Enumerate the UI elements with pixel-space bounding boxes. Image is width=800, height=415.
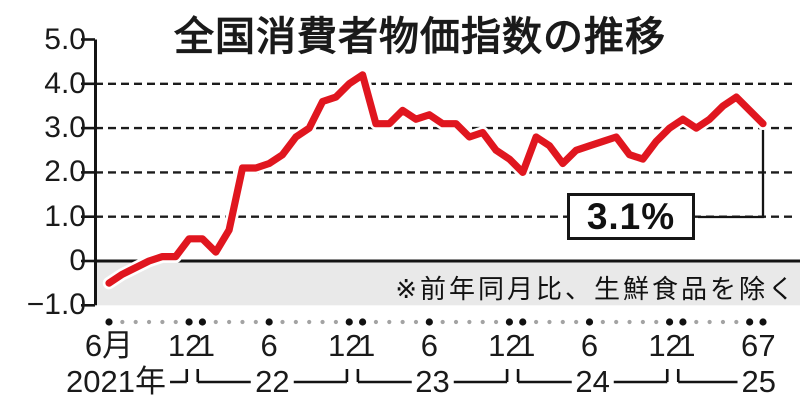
- major-month-dot: [425, 318, 433, 326]
- x-axis-year-label: 25: [737, 366, 780, 398]
- minor-month-dot: [493, 319, 499, 325]
- x-axis-month-label: 1: [518, 328, 536, 363]
- line-casing: [102, 68, 770, 290]
- y-axis-label: 5.0: [44, 22, 86, 56]
- minor-month-dot: [627, 319, 632, 325]
- major-month-dot: [265, 318, 273, 326]
- x-axis-month-label: 12: [327, 328, 363, 363]
- x-axis-month-label: 1: [357, 328, 376, 363]
- major-month-dot: [198, 318, 207, 326]
- minor-month-dot: [387, 319, 392, 325]
- major-month-dot: [519, 318, 527, 326]
- y-axis-label: 2.0: [44, 155, 86, 189]
- x-axis-month-label: 7: [758, 328, 776, 363]
- current-value-label: 3.1%: [586, 195, 676, 237]
- minor-month-dot: [133, 319, 138, 325]
- minor-month-dot: [467, 319, 472, 325]
- minor-month-dot: [720, 319, 726, 325]
- minor-month-dot: [600, 319, 605, 325]
- current-value-callout: 3.1%: [567, 193, 695, 240]
- minor-month-dot: [614, 319, 619, 325]
- x-axis-year-label: 2021年: [62, 366, 170, 398]
- y-axis-label: 3.0: [44, 111, 86, 145]
- minor-month-dot: [707, 319, 712, 325]
- minor-month-dot: [440, 319, 445, 325]
- x-axis-month-label: 1: [197, 328, 216, 363]
- minor-month-dot: [373, 319, 379, 325]
- minor-month-dot: [120, 319, 125, 325]
- minor-month-dot: [654, 319, 659, 325]
- callout-leader-line: [698, 127, 765, 219]
- minor-month-dot: [640, 319, 645, 325]
- major-month-dot: [665, 318, 674, 326]
- major-month-dot: [185, 318, 193, 326]
- y-axis-label: 4.0: [44, 66, 86, 100]
- minor-month-dot: [213, 319, 218, 325]
- minor-month-dot: [307, 319, 312, 325]
- x-axis-year-label: 24: [571, 366, 614, 398]
- major-month-dot: [746, 318, 754, 326]
- negative-area-band: [95, 262, 800, 306]
- y-axis: [81, 38, 97, 307]
- major-month-dot: [345, 318, 353, 326]
- minor-month-dot: [413, 319, 419, 325]
- minor-month-dot: [560, 319, 565, 325]
- minor-month-dot: [734, 319, 739, 325]
- minor-month-dot: [320, 319, 325, 325]
- minor-month-dot: [694, 319, 699, 325]
- cpi-data-line: [102, 68, 770, 290]
- minor-month-dot: [227, 319, 232, 325]
- y-axis-label: 0: [69, 244, 86, 277]
- x-axis-month-label: 12: [488, 328, 523, 363]
- minor-month-dot: [160, 319, 165, 325]
- x-axis-month-label: 6: [420, 328, 438, 363]
- minor-month-dot: [333, 319, 338, 325]
- month-tick-dots: [105, 318, 767, 326]
- major-month-dot: [505, 318, 514, 326]
- minor-month-dot: [240, 319, 245, 325]
- minor-month-dot: [253, 319, 258, 325]
- x-axis-month-label: 6: [741, 328, 759, 363]
- x-axis-month-label: 6: [580, 328, 599, 363]
- line-series: [105, 71, 767, 287]
- x-axis-year-label: 23: [411, 366, 454, 398]
- leader-line-path: [698, 127, 765, 219]
- minor-month-dot: [146, 319, 152, 325]
- major-month-dot: [585, 318, 594, 326]
- x-axis-month-label: 1: [678, 328, 696, 363]
- shaded-band-rect: [95, 262, 800, 306]
- x-axis-month-label: 12: [648, 328, 683, 363]
- minor-month-dot: [280, 319, 285, 325]
- y-axis-label: 1.0: [44, 199, 86, 233]
- x-axis-month-label: 6: [260, 328, 278, 363]
- minor-month-dot: [293, 319, 298, 325]
- minor-month-dot: [453, 319, 459, 325]
- major-month-dot: [358, 318, 367, 326]
- x-axis-year-label: 22: [251, 366, 294, 398]
- chart-title: 全国消費者物価指数の推移: [174, 15, 666, 59]
- x-axis-month-label: 12: [167, 328, 203, 363]
- minor-month-dot: [480, 319, 485, 325]
- minor-month-dot: [547, 319, 552, 325]
- minor-month-dot: [574, 319, 579, 325]
- x-axis-month-label: 6月: [84, 328, 134, 363]
- minor-month-dot: [400, 319, 405, 325]
- minor-month-dot: [534, 319, 539, 325]
- minor-month-dot: [173, 319, 178, 325]
- major-month-dot: [105, 318, 113, 326]
- y-axis-label: −1.0: [26, 288, 86, 322]
- major-month-dot: [759, 318, 767, 326]
- major-month-dot: [679, 318, 687, 326]
- chart-note: ※前年同月比、生鮮食品を除く: [395, 274, 797, 304]
